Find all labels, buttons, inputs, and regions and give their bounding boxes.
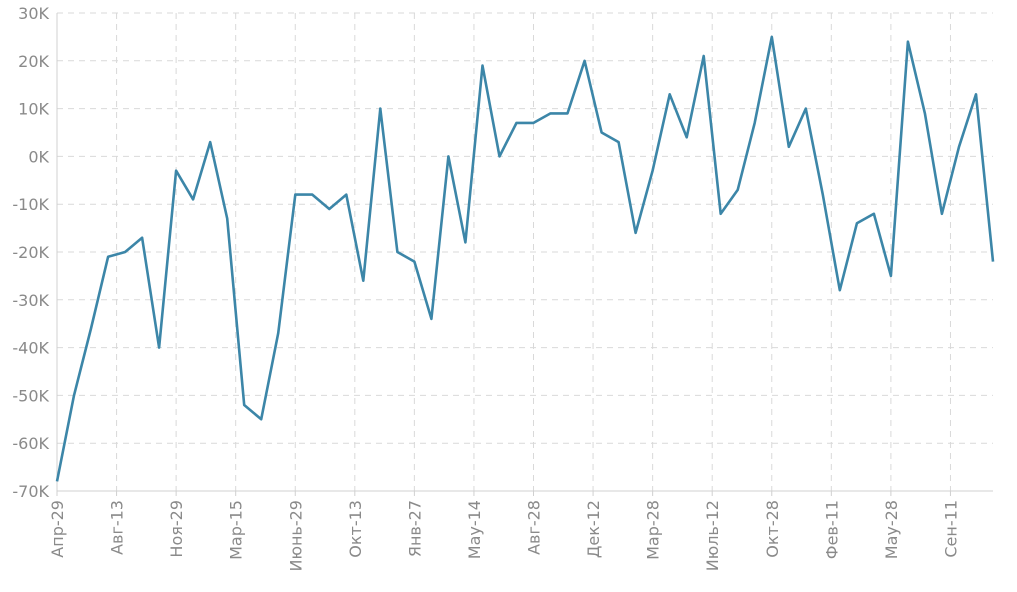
y-tick-label: -70K [12,482,49,501]
x-tick-label: Сен-11 [941,500,960,558]
y-tick-label: -60K [12,434,49,453]
x-tick-label: Фев-11 [822,500,841,559]
x-tick-label: Окт-28 [763,500,782,558]
series-line [55,35,995,482]
x-tick-label: Авг-13 [108,500,127,555]
series-layer [55,35,995,482]
y-tick-label: -30K [12,291,49,310]
y-tick-label: 10K [18,100,49,119]
y-tick-label: 0K [28,147,49,166]
y-tick-label: 20K [18,52,49,71]
x-tick-label: Ноя-29 [167,500,186,558]
x-tick-label: Июль-12 [703,500,722,571]
grid-lines [56,12,993,492]
x-tick-labels: Апр-29 Авг-13 Ноя-29 Мар-15 Июнь-29 Окт-13 Янв… [48,500,960,571]
y-tick-label: -10K [12,195,49,214]
x-tick-label: Янв-27 [405,500,424,557]
x-tick-label: Мар-28 [644,500,663,560]
y-tick-label: -40K [12,339,49,358]
x-tick-label: Мар-15 [227,500,246,560]
x-tick-label: Апр-29 [48,500,67,558]
y-tick-label: -50K [12,386,49,405]
y-tick-label: -20K [12,243,49,262]
axes [56,13,993,496]
x-tick-label: Мау-14 [465,500,484,559]
y-tick-label: 30K [18,4,49,23]
x-tick-label: Авг-28 [525,500,544,555]
x-tick-label: Июнь-29 [286,500,305,571]
x-tick-label: Мау-28 [882,500,901,559]
x-tick-label: Окт-13 [346,500,365,558]
y-tick-labels: -70K -60K -50K -40K -30K -20K -10K 0K 10K 20K 30K [12,4,49,501]
x-tick-label: Дек-12 [584,500,603,558]
